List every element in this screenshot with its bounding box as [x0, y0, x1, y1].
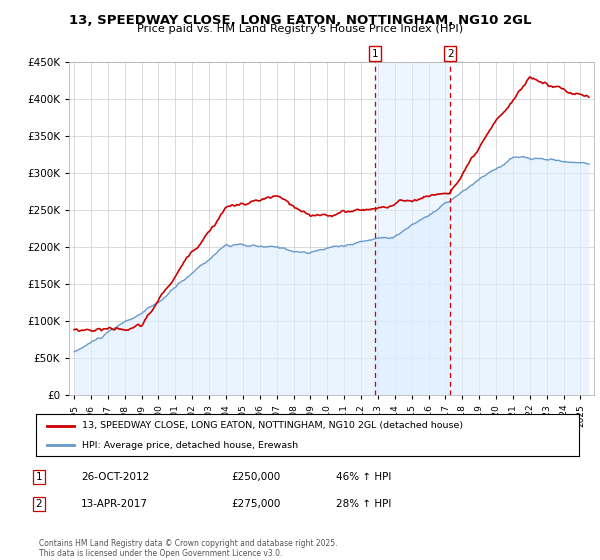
Text: Contains HM Land Registry data © Crown copyright and database right 2025.
This d: Contains HM Land Registry data © Crown c… — [39, 539, 337, 558]
Text: Price paid vs. HM Land Registry's House Price Index (HPI): Price paid vs. HM Land Registry's House … — [137, 24, 463, 34]
Text: 1: 1 — [35, 472, 43, 482]
Text: 13-APR-2017: 13-APR-2017 — [81, 499, 148, 509]
Text: 28% ↑ HPI: 28% ↑ HPI — [336, 499, 391, 509]
Text: HPI: Average price, detached house, Erewash: HPI: Average price, detached house, Erew… — [82, 441, 298, 450]
Text: 13, SPEEDWAY CLOSE, LONG EATON, NOTTINGHAM, NG10 2GL: 13, SPEEDWAY CLOSE, LONG EATON, NOTTINGH… — [69, 14, 531, 27]
Text: £250,000: £250,000 — [231, 472, 280, 482]
Text: £275,000: £275,000 — [231, 499, 280, 509]
Bar — [375, 62, 450, 395]
Text: 1: 1 — [371, 49, 378, 59]
Text: 2: 2 — [35, 499, 43, 509]
Text: 46% ↑ HPI: 46% ↑ HPI — [336, 472, 391, 482]
Text: 13, SPEEDWAY CLOSE, LONG EATON, NOTTINGHAM, NG10 2GL (detached house): 13, SPEEDWAY CLOSE, LONG EATON, NOTTINGH… — [82, 421, 463, 430]
Text: 2: 2 — [447, 49, 454, 59]
Text: 26-OCT-2012: 26-OCT-2012 — [81, 472, 149, 482]
